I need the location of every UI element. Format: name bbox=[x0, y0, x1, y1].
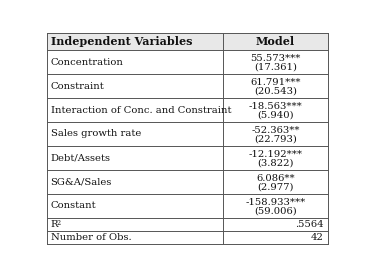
Text: (2.977): (2.977) bbox=[257, 183, 294, 192]
Text: (20.543): (20.543) bbox=[254, 87, 297, 96]
Bar bbox=[47, 146, 328, 170]
Text: (5.940): (5.940) bbox=[257, 111, 294, 120]
Text: R: R bbox=[51, 220, 58, 229]
Text: -12.192***: -12.192*** bbox=[248, 150, 302, 159]
Text: Number of Obs.: Number of Obs. bbox=[51, 233, 131, 242]
Text: -52.363**: -52.363** bbox=[251, 126, 300, 135]
Bar bbox=[47, 218, 328, 231]
Text: Interaction of Conc. and Constraint: Interaction of Conc. and Constraint bbox=[51, 106, 231, 114]
Bar bbox=[47, 98, 328, 122]
Text: Independent Variables: Independent Variables bbox=[51, 36, 192, 47]
Bar bbox=[47, 231, 328, 244]
Bar bbox=[47, 122, 328, 146]
Text: Constant: Constant bbox=[51, 201, 96, 210]
Bar bbox=[47, 34, 328, 50]
Text: Concentration: Concentration bbox=[51, 57, 123, 67]
Text: (17.361): (17.361) bbox=[254, 63, 297, 72]
Text: -158.933***: -158.933*** bbox=[245, 198, 306, 207]
Text: Constraint: Constraint bbox=[51, 82, 104, 90]
Text: 61.791***: 61.791*** bbox=[250, 78, 300, 87]
Bar bbox=[47, 50, 328, 74]
Text: -18.563***: -18.563*** bbox=[249, 102, 302, 111]
Bar bbox=[47, 74, 328, 98]
Text: 6.086**: 6.086** bbox=[256, 174, 295, 183]
Bar bbox=[47, 194, 328, 218]
Text: Model: Model bbox=[256, 36, 295, 47]
Text: .5564: .5564 bbox=[295, 220, 324, 229]
Text: Debt/Assets: Debt/Assets bbox=[51, 153, 111, 163]
Bar bbox=[47, 170, 328, 194]
Text: (22.793): (22.793) bbox=[254, 135, 297, 144]
Text: (59.006): (59.006) bbox=[254, 207, 297, 216]
Text: SG&A/Sales: SG&A/Sales bbox=[51, 177, 112, 186]
Text: (3.822): (3.822) bbox=[257, 159, 294, 168]
Text: Sales growth rate: Sales growth rate bbox=[51, 130, 141, 139]
Text: 42: 42 bbox=[311, 233, 324, 242]
Text: 55.573***: 55.573*** bbox=[250, 54, 300, 63]
Text: 2: 2 bbox=[56, 219, 61, 227]
